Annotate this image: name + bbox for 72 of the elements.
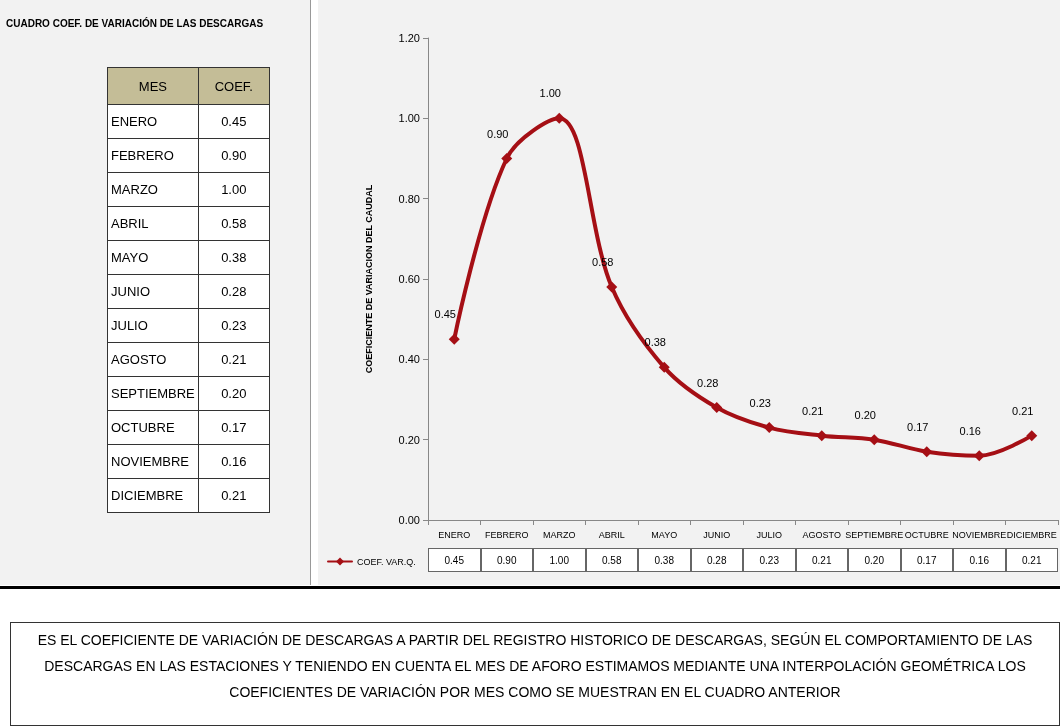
data-label: 0.45	[428, 548, 481, 572]
x-tick-label: AGOSTO	[802, 529, 841, 540]
x-tick-label: MARZO	[543, 529, 576, 540]
x-tick-label: ENERO	[438, 529, 471, 540]
y-axis-title: COEFICIENTE DE VARIACION DEL CAUDAL	[363, 184, 374, 374]
y-tick-label: 0.20	[398, 433, 420, 446]
category-label: MAYO	[111, 250, 149, 265]
x-tick-label: OCTUBRE	[904, 529, 949, 540]
text: 0.16	[959, 424, 981, 437]
text: 0.28	[221, 284, 247, 299]
category-label: MARZO	[111, 182, 158, 197]
data-label: 1.00	[533, 548, 586, 572]
category-label: SEPTIEMBRE	[111, 386, 195, 401]
x-tick-label: MAYO	[651, 529, 678, 540]
text: 0.21	[802, 404, 824, 417]
text: 0.90	[487, 127, 509, 140]
category-label: OCTUBRE	[111, 420, 175, 435]
text: 1.00	[221, 182, 247, 197]
text: 0.90	[221, 148, 247, 163]
data-label: 0.90	[480, 548, 533, 572]
category-label: JUNIO	[111, 284, 150, 299]
x-tick-label: JULIO	[756, 529, 783, 540]
y-tick-label: 0.80	[398, 192, 420, 205]
data-label: 0.17	[900, 548, 953, 572]
text: CUADRO COEF. DE VARIACIÓN DE LAS DESCARGAS	[6, 18, 264, 29]
y-tick-label: 1.00	[398, 112, 420, 125]
data-label: 0.38	[638, 548, 691, 572]
text: 0.16	[221, 454, 247, 469]
y-tick-label: 0.00	[398, 514, 420, 526]
text: 0.17	[221, 420, 247, 435]
text: 0.17	[907, 420, 929, 433]
text: 0.23	[221, 318, 247, 333]
data-label: 0.16	[953, 548, 1006, 572]
data-label: 0.58	[585, 548, 638, 572]
text: ES EL COEFICIENTE DE VARIACIÓN DE DESCARGAS A PARTIR DEL REGISTRO HISTORICO DE DESCARGAS, SEGÚN EL COMPORTAMIENTO DE LAS DESCARGAS EN LAS ESTACIONES Y TENIENDO EN CUENTA EL MES DE AFORO ESTIMAMOS MEDIANTE UNA INTERPOLACIÓN GEOMÉTRICA LOS COEFICIENTES DE VARIACIÓN POR MES COMO SE MUESTRAN EN EL CUADRO ANTERIOR	[10, 622, 1060, 726]
x-tick-label: JUNIO	[703, 529, 731, 540]
category-label: ENERO	[111, 114, 158, 129]
x-tick-label: DICIEMBRE	[1006, 529, 1057, 540]
x-tick-label: SEPTIEMBRE	[845, 529, 904, 540]
data-label: 0.21	[795, 548, 848, 572]
text: 0.45	[434, 308, 456, 321]
legend-label: COEF. VAR.Q.	[357, 556, 416, 567]
text: 0.20	[854, 408, 876, 421]
category-label: DICIEMBRE	[111, 488, 184, 503]
x-tick-label: NOVIEMBRE	[952, 529, 1007, 540]
category-label: FEBRERO	[111, 148, 174, 163]
data-label: 0.23	[743, 548, 796, 572]
text: MES	[107, 67, 199, 105]
text: COEF.	[198, 67, 270, 105]
text: 0.21	[221, 488, 247, 503]
category-label: JULIO	[111, 318, 148, 333]
text: 0.38	[221, 250, 247, 265]
text: 0.20	[221, 386, 247, 401]
text: 0.45	[221, 114, 247, 129]
category-label: ABRIL	[111, 216, 149, 231]
y-tick-label: 0.60	[398, 273, 420, 285]
text: 0.28	[697, 376, 719, 389]
text: 1.00	[539, 87, 561, 100]
x-tick-label: FEBRERO	[484, 529, 529, 540]
y-tick-label: 0.40	[398, 353, 420, 366]
text: 0.38	[644, 336, 666, 349]
category-label: NOVIEMBRE	[111, 454, 190, 469]
text: 0.21	[1012, 404, 1034, 417]
data-label: 0.21	[1005, 548, 1058, 572]
data-label: 0.28	[690, 548, 743, 572]
text: 0.21	[221, 352, 247, 367]
text: 0.58	[221, 216, 247, 231]
data-label: 0.20	[848, 548, 901, 572]
y-tick-label: 1.20	[398, 32, 420, 44]
category-label: AGOSTO	[111, 352, 167, 367]
x-tick-label: ABRIL	[598, 529, 625, 540]
text: 0.23	[749, 396, 771, 409]
